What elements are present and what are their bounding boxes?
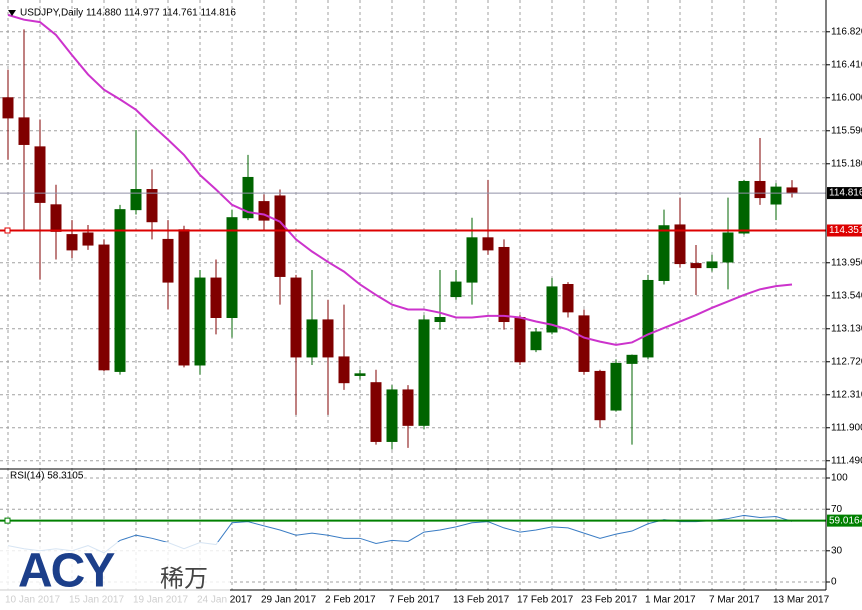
rsi-tick-label: 30: [831, 545, 843, 556]
marks-layer: [2, 13, 798, 554]
candle-body: [418, 319, 430, 426]
current-price-label: 114.816: [829, 188, 862, 199]
candle-body: [786, 187, 798, 194]
watermark-brand: ACY: [18, 545, 115, 598]
level-box: [827, 224, 862, 237]
y-tick-label: 111.490: [831, 455, 862, 466]
title-arrow: [8, 10, 16, 16]
candle-body: [482, 237, 494, 251]
x-tick-label: 2 Feb 2017: [325, 595, 376, 606]
candle-body: [706, 261, 718, 269]
candle-body: [434, 316, 446, 323]
rsi-level-box: [827, 514, 862, 527]
x-tick-label: 1 Mar 2017: [645, 595, 696, 606]
candle-body: [50, 204, 62, 232]
candle-body: [546, 286, 558, 333]
rsi-tick-label: 100: [831, 473, 848, 484]
candle-body: [658, 225, 670, 281]
candle-body: [466, 237, 478, 283]
candle-body: [578, 315, 590, 372]
candle-body: [274, 195, 286, 277]
candle-body: [386, 389, 398, 442]
candle-body: [338, 356, 350, 384]
candle-body: [82, 232, 94, 246]
candle-body: [770, 186, 782, 205]
candle-body: [162, 238, 174, 283]
candle-body: [66, 234, 78, 251]
candle-body: [114, 209, 126, 372]
y-tick-label: 115.180: [831, 158, 862, 169]
y-tick-label: 116.410: [831, 59, 862, 70]
candle-body: [354, 373, 366, 376]
candle-body: [322, 319, 334, 358]
x-tick-label: 13 Mar 2017: [773, 595, 830, 606]
candle-body: [290, 277, 302, 358]
candle-body: [210, 277, 222, 318]
rsi-label: RSI(14) 58.3105: [10, 471, 84, 482]
y-tick-label: 113.130: [831, 323, 862, 334]
moving-average: [7, 13, 793, 346]
y-tick-label: 111.900: [831, 422, 862, 433]
candle-body: [530, 331, 542, 351]
candle-body: [594, 370, 606, 421]
x-tick-label: 13 Feb 2017: [453, 595, 510, 606]
candle-body: [514, 316, 526, 363]
x-tick-label: 23 Feb 2017: [581, 595, 638, 606]
rsi-level-label: 59.0164: [829, 515, 862, 526]
y-tick-label: 116.000: [831, 92, 862, 103]
x-tick-label: 29 Jan 2017: [261, 595, 316, 606]
candle-body: [194, 277, 206, 366]
watermark: ACY 稀万: [0, 542, 230, 610]
candle-body: [178, 229, 190, 366]
x-tick-label: 7 Mar 2017: [709, 595, 760, 606]
y-tick-label: 112.310: [831, 389, 862, 400]
y-tick-label: 115.590: [831, 125, 862, 136]
chart-title: USDJPY,Daily 114.880 114.977 114.761 114…: [20, 8, 236, 19]
candle-body: [674, 224, 686, 265]
candle-body: [754, 180, 766, 199]
overlay-layer: [0, 192, 826, 524]
candle-body: [258, 201, 270, 221]
candle-body: [130, 189, 142, 211]
candle-body: [626, 354, 638, 364]
candle-body: [402, 389, 414, 426]
candle-body: [610, 362, 622, 411]
candle-body: [738, 180, 750, 234]
level-handle: [4, 227, 11, 234]
y-tick-label: 113.540: [831, 290, 862, 301]
x-tick-label: 7 Feb 2017: [389, 595, 440, 606]
candle-body: [690, 263, 702, 269]
y-tick-label: 113.950: [831, 257, 862, 268]
candle-body: [562, 283, 574, 313]
y-tick-label: 116.820: [831, 26, 862, 37]
y-tick-label: 112.720: [831, 356, 862, 367]
candle-body: [34, 146, 46, 203]
candle-body: [2, 97, 14, 119]
candle-body: [306, 319, 318, 358]
candle-body: [242, 176, 254, 219]
candle-body: [226, 217, 238, 318]
rsi-level-handle: [4, 517, 11, 524]
candle-body: [642, 279, 654, 358]
candle-body: [98, 244, 110, 371]
level-label: 114.351: [829, 225, 862, 236]
candle-body: [146, 189, 158, 223]
candle-body: [450, 281, 462, 298]
candle-body: [722, 232, 734, 263]
rsi-tick-label: 70: [831, 504, 843, 515]
candle-body: [370, 382, 382, 442]
x-tick-label: 17 Feb 2017: [517, 595, 574, 606]
watermark-bg: [0, 542, 230, 610]
candle-body: [498, 246, 510, 323]
rsi-tick-label: 0: [831, 577, 837, 588]
current-price-box: [827, 187, 862, 200]
watermark-name: 稀万: [160, 565, 208, 592]
candle-body: [18, 117, 30, 145]
